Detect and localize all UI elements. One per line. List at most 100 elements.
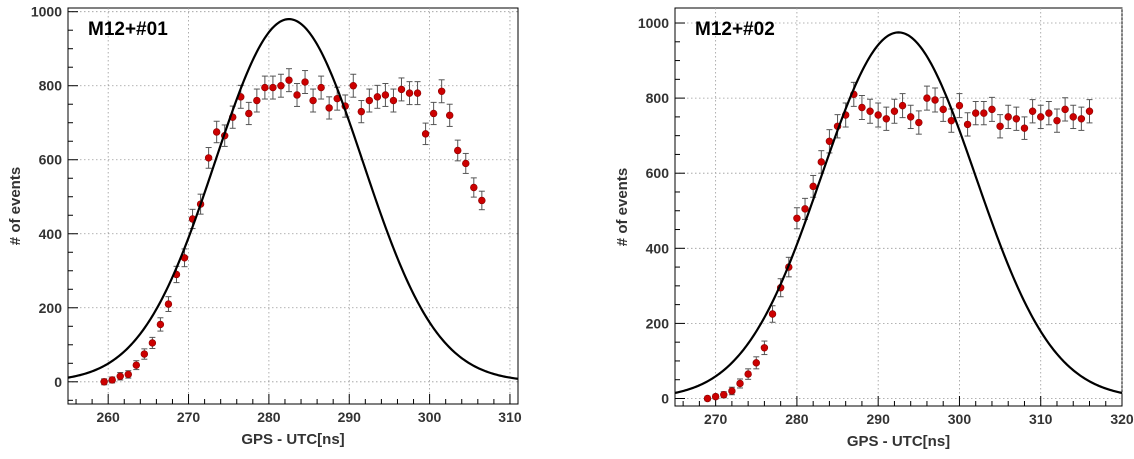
data-point (277, 82, 285, 90)
data-point (874, 111, 882, 119)
plot-frame (67, 7, 519, 405)
data-point (1069, 113, 1077, 121)
data-point (454, 146, 462, 155)
data-point (293, 91, 301, 99)
data-point (261, 83, 269, 92)
y-tick-label: 1000 (31, 4, 62, 20)
data-point (132, 361, 141, 369)
x-tick-label: 300 (418, 409, 442, 425)
data-point (752, 359, 760, 367)
y-tick-label: 800 (646, 90, 670, 106)
data-point (437, 87, 446, 95)
data-point (972, 109, 980, 117)
x-tick-label: 270 (704, 411, 728, 427)
data-layer (68, 18, 518, 386)
data-point (736, 379, 744, 388)
gaussian-curve (675, 31, 1122, 395)
data-point (980, 109, 988, 117)
x-axis-label: GPS - UTC[ns] (241, 431, 344, 448)
x-tick-label: 280 (785, 411, 809, 427)
data-point (939, 105, 947, 114)
data-point (397, 85, 406, 94)
data-point (212, 128, 221, 136)
data-point (915, 118, 923, 127)
data-point (1061, 105, 1069, 114)
data-point (245, 109, 253, 118)
data-point (381, 91, 390, 99)
data-point (801, 205, 809, 213)
y-tick-label: 200 (39, 300, 63, 316)
data-point (100, 378, 108, 386)
data-point (760, 344, 769, 352)
data-point (470, 183, 478, 192)
y-tick-label: 400 (646, 240, 670, 256)
data-point (744, 370, 752, 378)
data-point (923, 94, 931, 102)
data-point (711, 392, 720, 401)
data-layer (675, 31, 1122, 403)
data-point (882, 115, 891, 123)
data-point (148, 339, 157, 347)
y-tick-label: 800 (39, 78, 63, 94)
data-point (1077, 115, 1086, 123)
data-point (413, 89, 422, 97)
x-tick-label: 270 (177, 409, 201, 425)
data-point (317, 83, 325, 92)
data-point (898, 101, 907, 110)
data-point (421, 130, 430, 138)
y-tick-label: 0 (54, 374, 62, 390)
data-point (1020, 124, 1029, 132)
data-point (445, 111, 454, 120)
x-tick-label: 310 (498, 409, 522, 425)
data-point (124, 370, 132, 379)
y-tick-label: 600 (39, 152, 63, 168)
data-point (963, 120, 972, 129)
x-tick-label: 300 (948, 411, 972, 427)
data-point (809, 182, 817, 191)
data-point (703, 394, 712, 403)
data-point (1085, 107, 1094, 115)
data-point (253, 96, 261, 105)
data-point (405, 89, 414, 97)
x-tick-label: 320 (1110, 411, 1134, 427)
data-point (285, 76, 293, 84)
data-point (309, 96, 317, 105)
panel-title: M12+#02 (695, 19, 775, 40)
x-tick-label: 260 (96, 409, 120, 425)
data-point (156, 320, 165, 329)
data-point (349, 82, 357, 90)
data-point (1053, 116, 1061, 125)
y-tick-label: 600 (646, 165, 670, 181)
gaussian-curve (68, 18, 518, 380)
data-point (1028, 107, 1037, 115)
data-point (866, 107, 874, 115)
data-point (164, 300, 173, 308)
data-point (325, 104, 333, 112)
y-axis-label: # of events (7, 167, 24, 245)
x-tick-label: 290 (867, 411, 891, 427)
y-tick-label: 0 (661, 390, 669, 406)
data-point (478, 196, 486, 205)
x-axis-label: GPS - UTC[ns] (847, 433, 950, 450)
data-point (204, 154, 213, 162)
y-tick-label: 1000 (638, 15, 669, 31)
data-point (108, 376, 116, 384)
panel-title: M12+#01 (88, 19, 168, 40)
data-point (1012, 115, 1021, 123)
data-point (906, 113, 915, 121)
data-point (947, 116, 956, 125)
chart-panel-2: 270 280 290 300 310 320 0 200 400 600 800 1000 GPS -… (614, 7, 1134, 450)
data-point (793, 214, 801, 222)
data-point (720, 391, 728, 399)
data-point (890, 107, 899, 115)
data-point (728, 387, 736, 395)
data-point (955, 101, 964, 110)
data-point (1045, 109, 1053, 117)
chart-panel-1: 260 270 280 290 300 310 0 200 400 600 800 1000 GPS -… (7, 4, 522, 448)
plot-frame (674, 7, 1123, 407)
data-point (1037, 113, 1045, 121)
data-point (768, 310, 777, 318)
x-tick-label: 290 (338, 409, 362, 425)
